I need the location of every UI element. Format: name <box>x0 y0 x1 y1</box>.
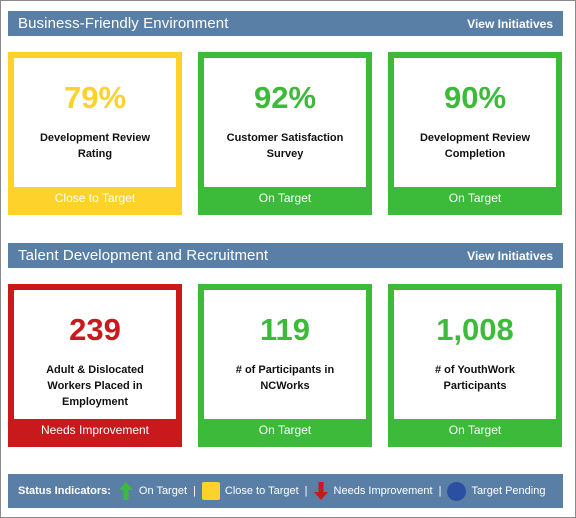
legend-item-needs-improvement: Needs Improvement <box>313 482 433 500</box>
kpi-value: 1,008 <box>436 312 514 347</box>
kpi-card-body: 119 # of Participants in NCWorks <box>204 290 366 419</box>
status-indicators-title: Status Indicators: <box>18 485 111 497</box>
kpi-label: # of YouthWork Participants <box>434 364 516 392</box>
kpi-status: On Target <box>448 423 502 437</box>
kpi-card-development-review-completion[interactable]: 90% Development Review Completion On Tar… <box>388 52 562 215</box>
green-up-arrow-icon <box>118 482 133 500</box>
kpi-status: On Target <box>258 423 312 437</box>
legend-label: On Target <box>138 485 188 497</box>
legend-item-on-target: On Target <box>118 482 188 500</box>
kpi-label: Customer Satisfaction Survey <box>226 132 344 160</box>
kpi-card-youthwork-participants[interactable]: 1,008 # of YouthWork Participants On Tar… <box>388 284 562 447</box>
legend-label: Needs Improvement <box>333 485 433 497</box>
kpi-card-development-review-rating[interactable]: 79% Development Review Rating Close to T… <box>8 52 182 215</box>
section-title: Business-Friendly Environment <box>18 15 229 32</box>
kpi-card-ncworks-participants[interactable]: 119 # of Participants in NCWorks On Targ… <box>198 284 372 447</box>
kpi-label: Development Review Completion <box>419 132 531 160</box>
kpi-status: Close to Target <box>54 191 136 205</box>
kpi-value: 90% <box>443 80 507 115</box>
legend-item-close-to-target: Close to Target <box>201 482 299 500</box>
kpi-card-body: 1,008 # of YouthWork Participants <box>394 290 556 419</box>
kpi-card-body: 79% Development Review Rating <box>14 58 176 187</box>
kpi-value: 92% <box>253 80 317 115</box>
yellow-square-icon <box>201 482 220 500</box>
kpi-card-body: 90% Development Review Completion <box>394 58 556 187</box>
kpi-status: On Target <box>258 191 312 205</box>
kpi-card-customer-satisfaction[interactable]: 92% Customer Satisfaction Survey On Targ… <box>198 52 372 215</box>
kpi-value: 239 <box>69 312 121 347</box>
kpi-card-body: 239 Adult & Dislocated Workers Placed in… <box>14 290 176 419</box>
kpi-card-adult-dislocated-workers[interactable]: 239 Adult & Dislocated Workers Placed in… <box>8 284 182 447</box>
view-initiatives-link[interactable]: View Initiatives <box>467 248 553 263</box>
kpi-card-body: 92% Customer Satisfaction Survey <box>204 58 366 187</box>
status-indicators-bar: Status Indicators: On Target | Close to … <box>8 474 563 508</box>
legend-item-target-pending: Target Pending <box>447 481 546 501</box>
legend-label: Close to Target <box>224 485 299 497</box>
legend-separator: | <box>438 485 442 497</box>
red-down-arrow-icon <box>313 482 328 500</box>
section-header-talent: Talent Development and Recruitment View … <box>8 243 563 268</box>
view-initiatives-link[interactable]: View Initiatives <box>467 16 553 31</box>
kpi-value: 79% <box>63 80 127 115</box>
kpi-value: 119 <box>259 312 310 347</box>
section-title: Talent Development and Recruitment <box>18 247 269 264</box>
kpi-label: Development Review Rating <box>39 132 151 160</box>
section-header-business: Business-Friendly Environment View Initi… <box>8 11 563 36</box>
legend-label: Target Pending <box>471 485 546 497</box>
kpi-label: Adult & Dislocated Workers Placed in Emp… <box>46 364 144 408</box>
kpi-label: # of Participants in NCWorks <box>235 364 335 392</box>
legend-separator: | <box>304 485 308 497</box>
legend-separator: | <box>193 485 196 497</box>
blue-circle-icon <box>447 481 467 501</box>
kpi-status: Needs Improvement <box>40 423 150 437</box>
kpi-status: On Target <box>448 191 502 205</box>
